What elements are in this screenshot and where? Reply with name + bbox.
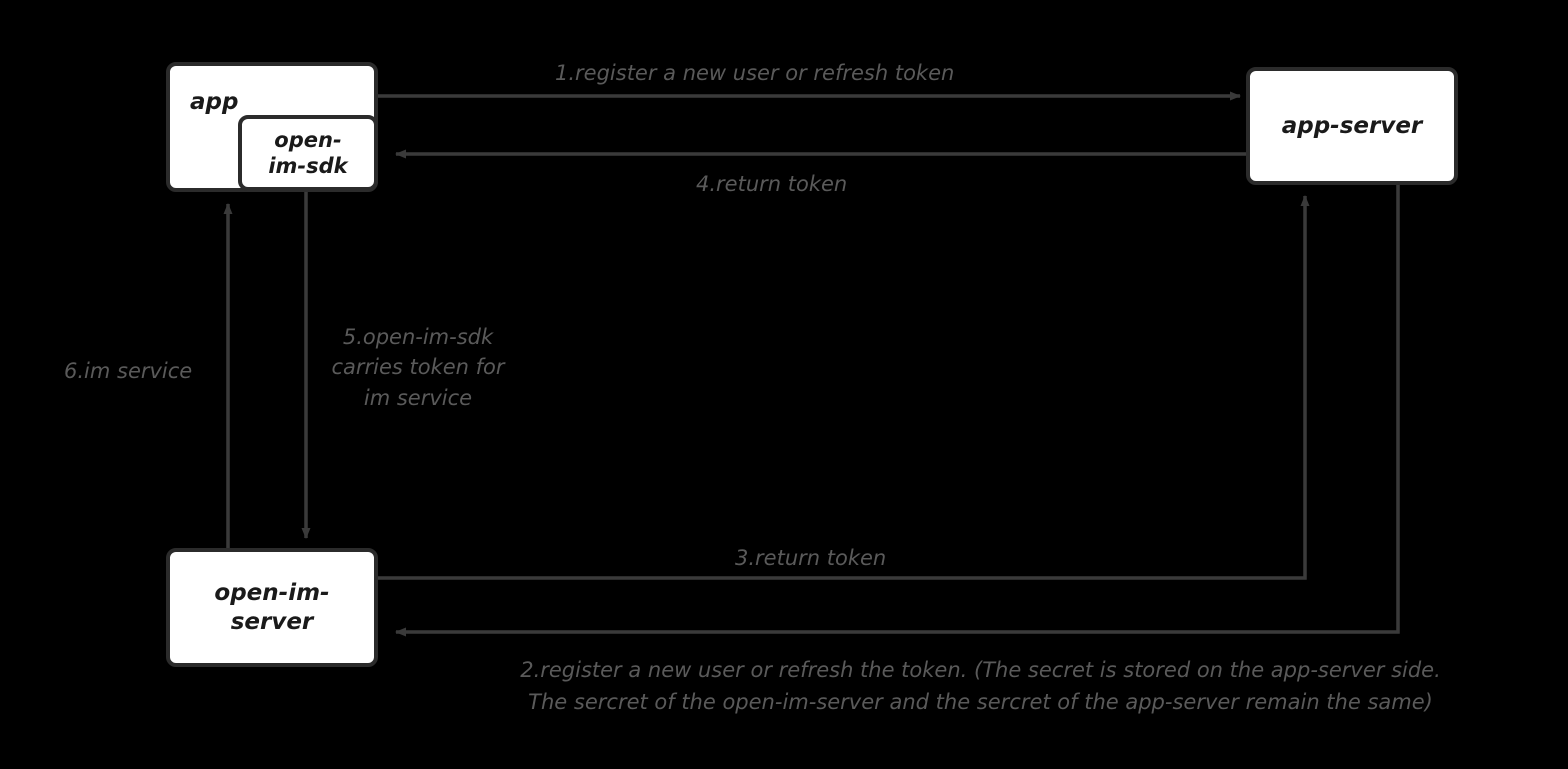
edge-3-open-im-server-to-app-server (378, 195, 1310, 580)
edge-label-1: 1.register a new user or refresh token (555, 61, 955, 85)
edge-label-4: 4.return token (696, 172, 848, 196)
node-open-im-server[interactable]: open-im- server (166, 548, 378, 667)
edge-label-5: 5.open-im-sdk carries token for im servi… (331, 325, 505, 410)
edge-label-2: 2.register a new user or refresh the tok… (520, 658, 1441, 714)
node-app-server[interactable]: app-server (1246, 67, 1458, 185)
node-app-server-label: app-server (1281, 112, 1423, 139)
node-open-im-sdk[interactable]: open- im-sdk (238, 115, 378, 191)
node-open-im-sdk-label: open- im-sdk (268, 127, 348, 178)
node-app-label: app (190, 89, 239, 115)
node-open-im-server-label: open-im- server (214, 579, 330, 635)
edge-label-3: 3.return token (735, 546, 887, 570)
edge-2-app-server-to-open-im-server (395, 185, 1400, 637)
edge-label-6: 6.im service (64, 359, 193, 383)
